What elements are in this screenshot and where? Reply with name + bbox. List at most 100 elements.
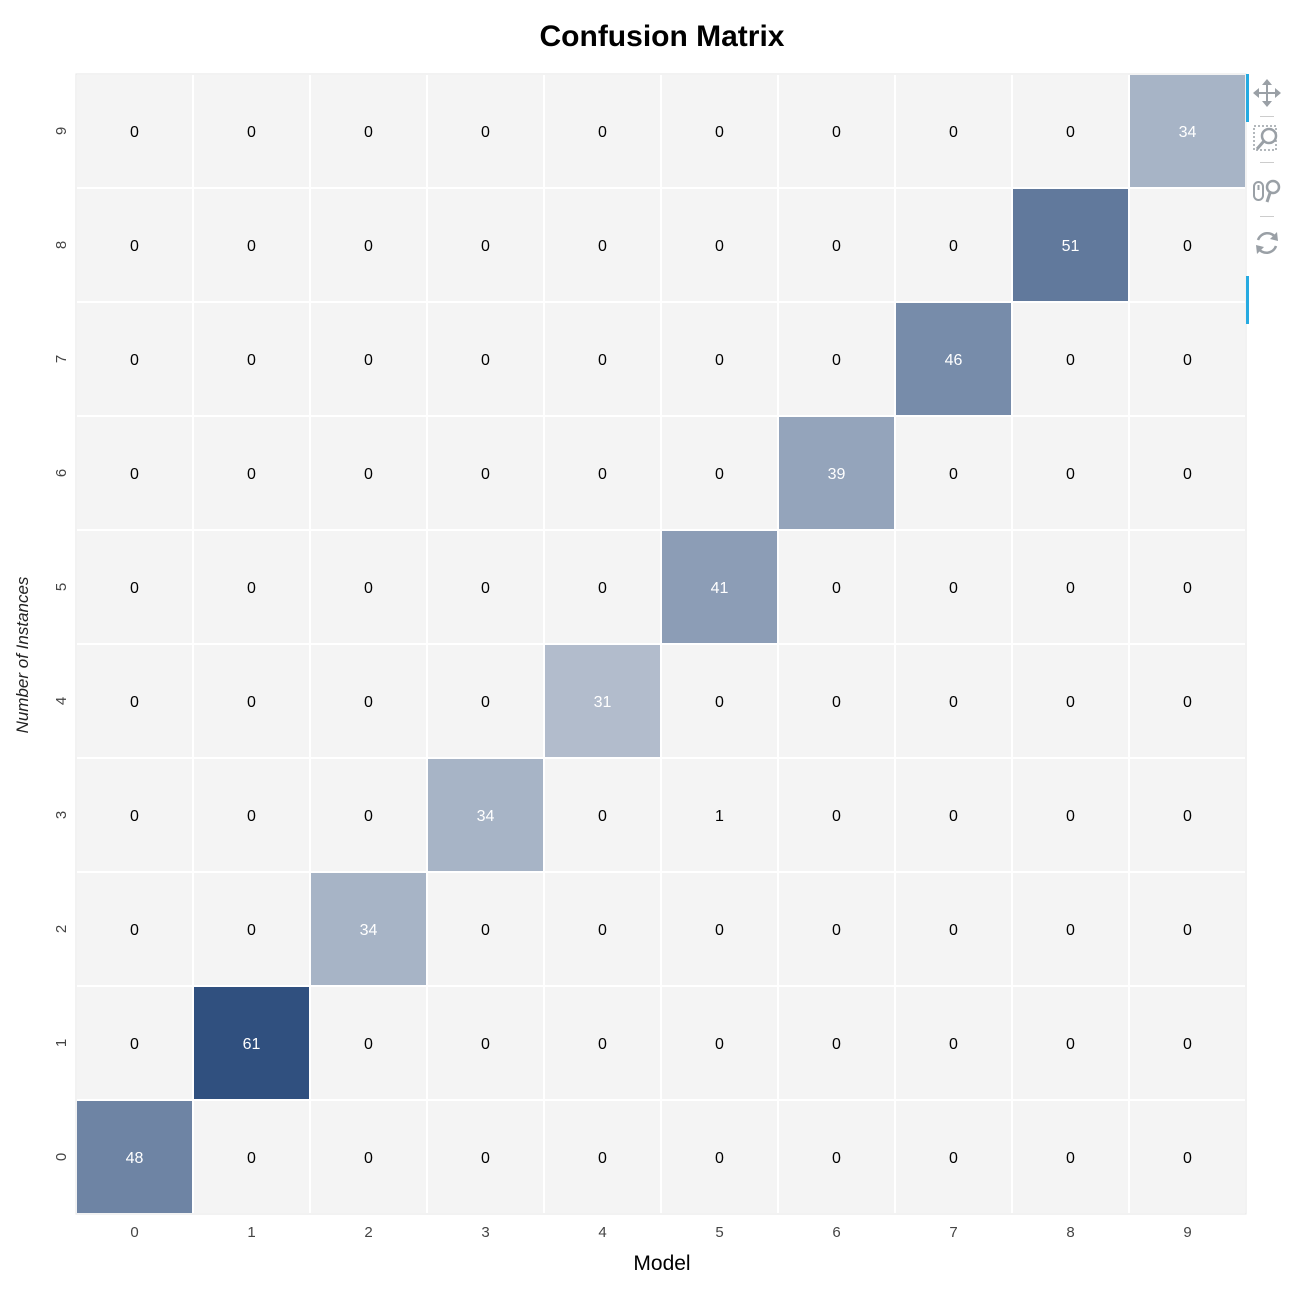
cell-value-label: 0 — [1183, 1036, 1192, 1053]
cell-value-label: 0 — [715, 1036, 724, 1053]
heatmap-cell — [662, 303, 777, 415]
heatmap-cell — [1013, 645, 1128, 757]
heatmap-cell — [311, 531, 426, 643]
cell-value-label: 0 — [130, 1036, 139, 1053]
cell-value-label: 0 — [130, 352, 139, 369]
y-tick-label: 6 — [53, 469, 70, 477]
y-tick-label: 7 — [53, 355, 70, 363]
heatmap-cell — [662, 759, 777, 871]
heatmap-cell — [428, 303, 543, 415]
heatmap-cell — [77, 531, 192, 643]
heatmap-cell — [545, 645, 660, 757]
heatmap-cell — [194, 1101, 309, 1213]
x-tick-label: 4 — [598, 1224, 606, 1241]
heatmap-cell — [896, 987, 1011, 1099]
cell-value-label: 0 — [715, 466, 724, 483]
heatmap-cell — [1130, 873, 1245, 985]
heatmap-cell — [779, 417, 894, 529]
heatmap-cell — [311, 303, 426, 415]
cell-value-label: 0 — [1066, 922, 1075, 939]
cell-value-label: 0 — [1066, 808, 1075, 825]
cell-value-label: 0 — [130, 238, 139, 255]
cell-value-label: 0 — [481, 238, 490, 255]
heatmap-cell — [428, 873, 543, 985]
heatmap-cell — [1013, 75, 1128, 187]
heatmap-cell — [662, 417, 777, 529]
chart-toolbar — [1246, 74, 1290, 324]
cell-value-label: 0 — [949, 1150, 958, 1167]
x-tick-label: 0 — [130, 1224, 138, 1241]
cell-value-label: 0 — [949, 1036, 958, 1053]
heatmap-cell — [779, 759, 894, 871]
box-zoom-tool-button[interactable] — [1252, 124, 1282, 154]
cell-value-label: 0 — [130, 466, 139, 483]
cell-value-label: 0 — [832, 352, 841, 369]
cell-value-label: 34 — [360, 922, 378, 939]
cell-value-label: 0 — [364, 124, 373, 141]
heatmap-cell — [896, 75, 1011, 187]
cell-value-label: 0 — [130, 124, 139, 141]
cell-value-label: 0 — [598, 808, 607, 825]
heatmap-cell — [779, 303, 894, 415]
y-tick-label: 4 — [53, 697, 70, 705]
heatmap-cell — [77, 759, 192, 871]
cell-value-label: 0 — [832, 1036, 841, 1053]
heatmap-cell — [428, 189, 543, 301]
cell-value-label: 0 — [130, 694, 139, 711]
heatmap-cell — [1130, 987, 1245, 1099]
pan-tool-button[interactable] — [1252, 78, 1282, 108]
cell-value-label: 41 — [711, 580, 729, 597]
heatmap-cell — [896, 645, 1011, 757]
cell-value-label: 0 — [247, 352, 256, 369]
cell-value-label: 0 — [598, 922, 607, 939]
cell-value-label: 61 — [243, 1036, 261, 1053]
heatmap-cell — [545, 987, 660, 1099]
heatmap-cell — [311, 417, 426, 529]
heatmap-cell — [1013, 417, 1128, 529]
heatmap-cell — [428, 1101, 543, 1213]
heatmap-cell — [1013, 189, 1128, 301]
heatmap-cells — [77, 75, 1245, 1213]
heatmap-cell — [311, 645, 426, 757]
cell-value-label: 0 — [247, 1150, 256, 1167]
heatmap-cell — [779, 645, 894, 757]
cell-value-label: 0 — [130, 922, 139, 939]
cell-value-label: 0 — [1183, 466, 1192, 483]
heatmap-cell — [662, 189, 777, 301]
cell-value-label: 0 — [481, 1150, 490, 1167]
cell-value-label: 0 — [715, 922, 724, 939]
heatmap-cell — [1130, 531, 1245, 643]
heatmap-cell — [545, 759, 660, 871]
x-tick-label: 8 — [1066, 1224, 1074, 1241]
heatmap-cell — [194, 417, 309, 529]
heatmap-cell — [311, 189, 426, 301]
cell-value-label: 0 — [715, 1150, 724, 1167]
heatmap-cell — [311, 1101, 426, 1213]
cell-value-label: 0 — [364, 466, 373, 483]
heatmap-cell — [194, 873, 309, 985]
heatmap-cell — [77, 189, 192, 301]
wheel-zoom-tool-button[interactable] — [1252, 176, 1282, 206]
cell-value-label: 0 — [247, 808, 256, 825]
cell-value-label: 0 — [832, 580, 841, 597]
cell-value-label: 0 — [949, 466, 958, 483]
reset-tool-button[interactable] — [1252, 228, 1282, 258]
y-tick-label: 3 — [53, 811, 70, 819]
cell-value-label: 0 — [481, 352, 490, 369]
x-tick-label: 9 — [1183, 1224, 1191, 1241]
heatmap-cell — [896, 189, 1011, 301]
heatmap-cell — [428, 645, 543, 757]
heatmap-cell — [1013, 873, 1128, 985]
heatmap-cell — [77, 417, 192, 529]
cell-value-label: 0 — [364, 352, 373, 369]
cell-value-label: 0 — [715, 352, 724, 369]
heatmap-cell — [1130, 1101, 1245, 1213]
y-axis-tick-labels: 0 1 2 3 4 5 6 7 8 9 — [53, 127, 70, 1161]
x-axis-label: Model — [633, 1252, 690, 1275]
heatmap-cell — [662, 75, 777, 187]
heatmap-cell — [1130, 303, 1245, 415]
y-tick-label: 9 — [53, 127, 70, 135]
cell-value-label: 0 — [715, 694, 724, 711]
heatmap-cell — [77, 987, 192, 1099]
